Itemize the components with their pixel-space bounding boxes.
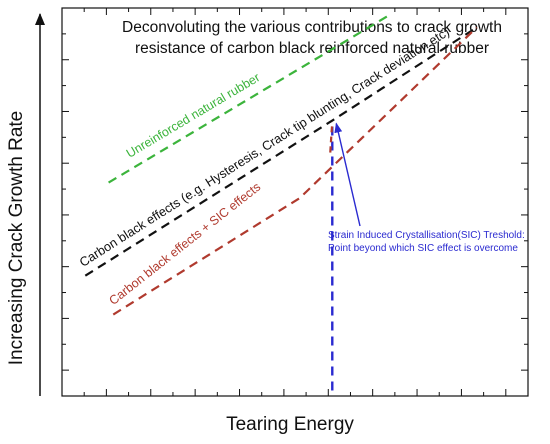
axis-ticks: [62, 8, 528, 396]
series-label-unreinforced-natural-rubber: Unreinforced natural rubber: [124, 70, 262, 160]
x-axis-label: Tearing Energy: [226, 414, 354, 435]
sic-merge-curve: [329, 122, 334, 153]
threshold-pointer-arrow: [334, 122, 361, 227]
y-axis-label: Increasing Crack Growth Rate: [6, 111, 27, 366]
threshold-label-line-2: Point beyond which SIC effect is overcom…: [328, 243, 518, 254]
series-line-carbon-black-effects-e-g-hysteresis-crac: [84, 26, 478, 277]
threshold-label-line-1: Strain Induced Crystallisation(SIC) Tres…: [328, 230, 525, 241]
series-line-carbon-black-effects-sic-effects: [112, 26, 478, 316]
chart-title-line-1: Deconvoluting the various contributions …: [122, 19, 502, 36]
series-layer: [84, 14, 478, 316]
threshold-layer: [329, 122, 361, 396]
plot-frame: [61, 7, 529, 397]
chart-title-line-2: resistance of carbon black reinforced na…: [135, 40, 489, 57]
series-line-unreinforced-natural-rubber: [108, 14, 389, 184]
